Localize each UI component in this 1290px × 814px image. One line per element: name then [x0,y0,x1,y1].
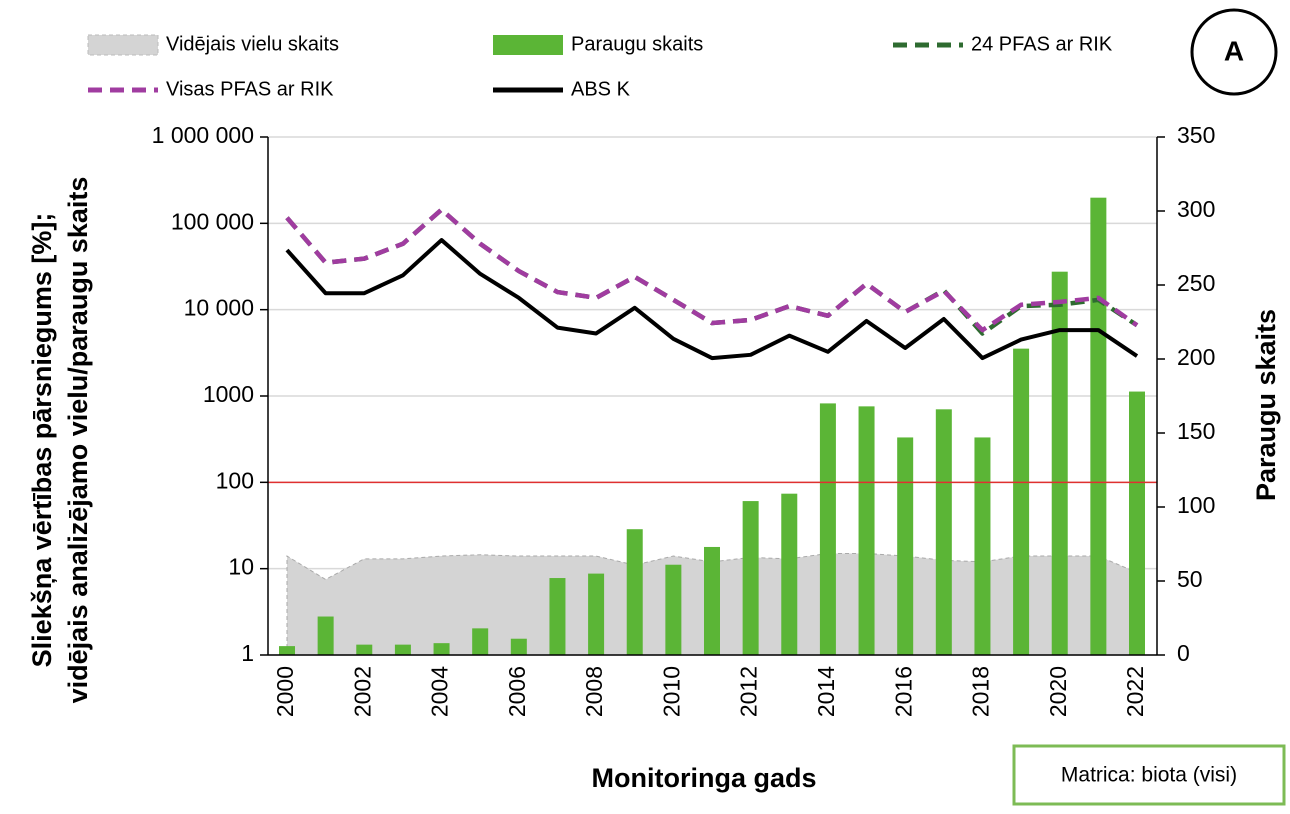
x-tick-label: 2002 [349,666,375,717]
legend-label: Vidējais vielu skaits [166,33,339,55]
x-axis-title: Monitoringa gads [592,763,817,793]
bar [549,578,566,655]
bar [819,403,836,655]
y-tick-label: 100 [216,467,254,493]
legend-label: 24 PFAS ar RIK [971,33,1113,55]
x-tick-label: 2010 [658,666,684,717]
bar [781,493,798,655]
y-tick-label: 1000 [203,381,254,407]
line [285,207,1139,336]
x-tick-label: 2018 [968,666,994,717]
line [285,238,1139,361]
bar [279,646,295,655]
bar [433,643,450,655]
bar [1051,271,1068,655]
note: Matrica: biota (visi) [1061,764,1237,787]
x-tick-label: 2008 [581,666,607,717]
x-tick-label: 2022 [1122,666,1148,717]
bar [472,628,489,655]
y2-tick-label: 0 [1177,640,1190,666]
y2-tick-label: 350 [1177,122,1215,148]
x-tick-label: 2020 [1045,666,1071,717]
bar [1090,197,1107,655]
bar [588,573,605,655]
bar [742,501,759,655]
y2-axis-title: Paraugu skaits [1251,309,1281,501]
y2-tick-label: 250 [1177,270,1215,296]
x-tick-label: 2004 [427,666,453,717]
bar [1013,348,1030,655]
bar [665,564,682,655]
legend-swatch [87,34,159,56]
y2-tick-label: 150 [1177,418,1215,444]
legend-swatch [493,35,563,55]
y2-tick-label: 300 [1177,196,1215,222]
x-tick-label: 2006 [504,666,530,717]
x-tick-label: 2012 [736,666,762,717]
y-tick-label: 10 [228,554,254,580]
note-box [1012,744,1286,806]
x-tick-label: 2014 [813,666,839,717]
bar [394,644,411,655]
legend-label: Visas PFAS ar RIK [166,78,334,100]
y-tick-label: 1 000 000 [152,122,254,148]
bar [356,644,373,655]
bar [626,529,643,655]
badge-circle [1190,8,1278,96]
y-tick-label: 10 000 [184,295,254,321]
y-tick-label: 1 [241,640,254,666]
y-axis-title: vidējais analizējamo vielu/paraugu skait… [63,177,93,704]
y-axis-title: Sliekšņa vērtības pārsniegums [%]; [27,213,57,668]
bar [1129,391,1145,655]
bar [317,616,334,655]
y2-tick-label: 200 [1177,344,1215,370]
y-tick-label: 100 000 [171,208,254,234]
bar [858,406,875,655]
x-tick-label: 2016 [890,666,916,717]
bar [935,409,952,655]
y2-tick-label: 100 [1177,492,1215,518]
badge: A [1224,35,1244,66]
legend-label: Paraugu skaits [571,33,703,55]
legend-label: ABS K [571,78,631,100]
y2-tick-label: 50 [1177,566,1203,592]
bar [897,437,914,655]
bar [974,437,991,655]
bar [510,638,527,655]
x-tick-label: 2000 [272,666,298,717]
line [285,207,1139,333]
bar [704,546,720,655]
